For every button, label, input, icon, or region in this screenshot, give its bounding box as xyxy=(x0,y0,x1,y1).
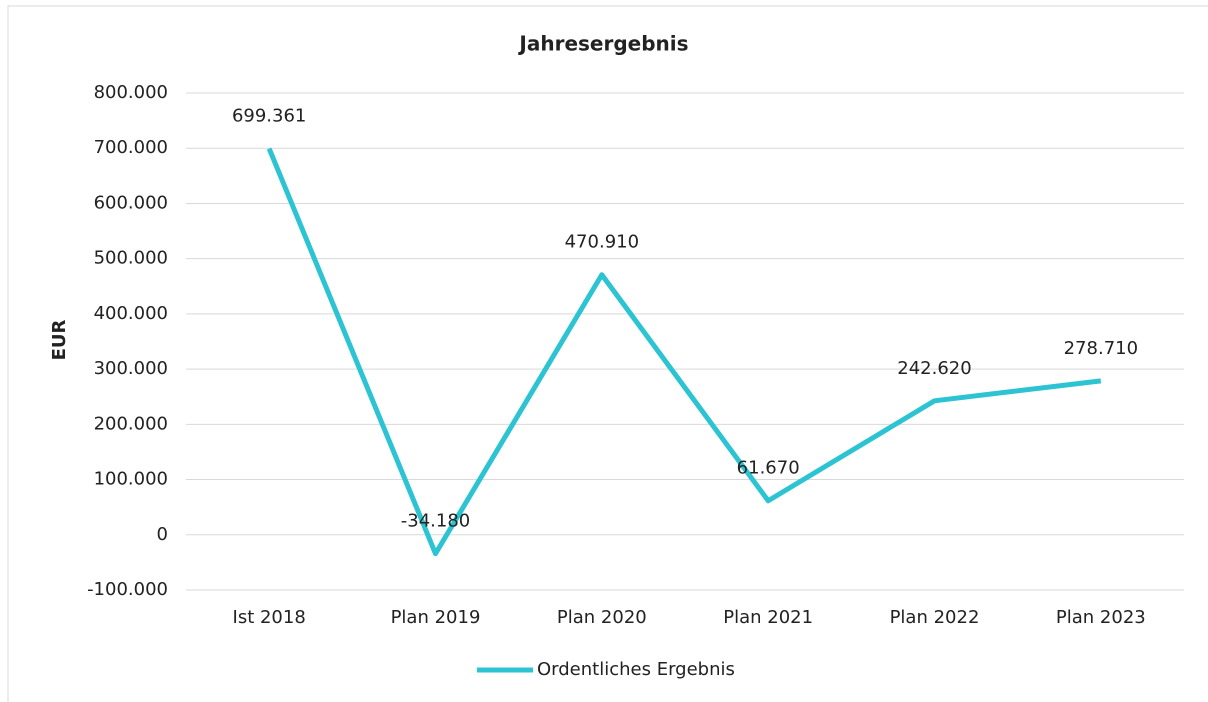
legend-label: Ordentliches Ergebnis xyxy=(537,659,735,680)
y-tick-label: -100.000 xyxy=(87,579,168,600)
chart-frame xyxy=(7,5,1208,702)
data-label: -34.180 xyxy=(401,511,470,532)
y-tick-label: 700.000 xyxy=(94,137,168,158)
chart-title: Jahresergebnis xyxy=(517,32,688,56)
y-tick-label: 500.000 xyxy=(94,248,168,269)
y-tick-label: 300.000 xyxy=(94,358,168,379)
y-tick-label: 100.000 xyxy=(94,469,168,490)
x-tick-label: Plan 2023 xyxy=(1056,607,1146,628)
data-line xyxy=(266,147,1102,557)
y-tick-label: 0 xyxy=(157,524,168,545)
y-tick-label: 200.000 xyxy=(94,413,168,434)
x-tick-label: Plan 2022 xyxy=(890,607,980,628)
data-label: 699.361 xyxy=(232,106,306,127)
y-tick-label: 800.000 xyxy=(94,82,168,103)
x-tick-label: Plan 2020 xyxy=(557,607,647,628)
data-label: 470.910 xyxy=(565,232,639,253)
y-tick-label: 400.000 xyxy=(94,303,168,324)
x-tick-label: Plan 2019 xyxy=(391,607,481,628)
data-label: 278.710 xyxy=(1064,338,1138,359)
data-label: 61.670 xyxy=(737,458,800,479)
x-tick-label: Ist 2018 xyxy=(233,607,306,628)
y-axis-label: EUR xyxy=(49,319,70,360)
x-tick-label: Plan 2021 xyxy=(723,607,813,628)
data-label: 242.620 xyxy=(897,358,971,379)
y-tick-label: 600.000 xyxy=(94,192,168,213)
